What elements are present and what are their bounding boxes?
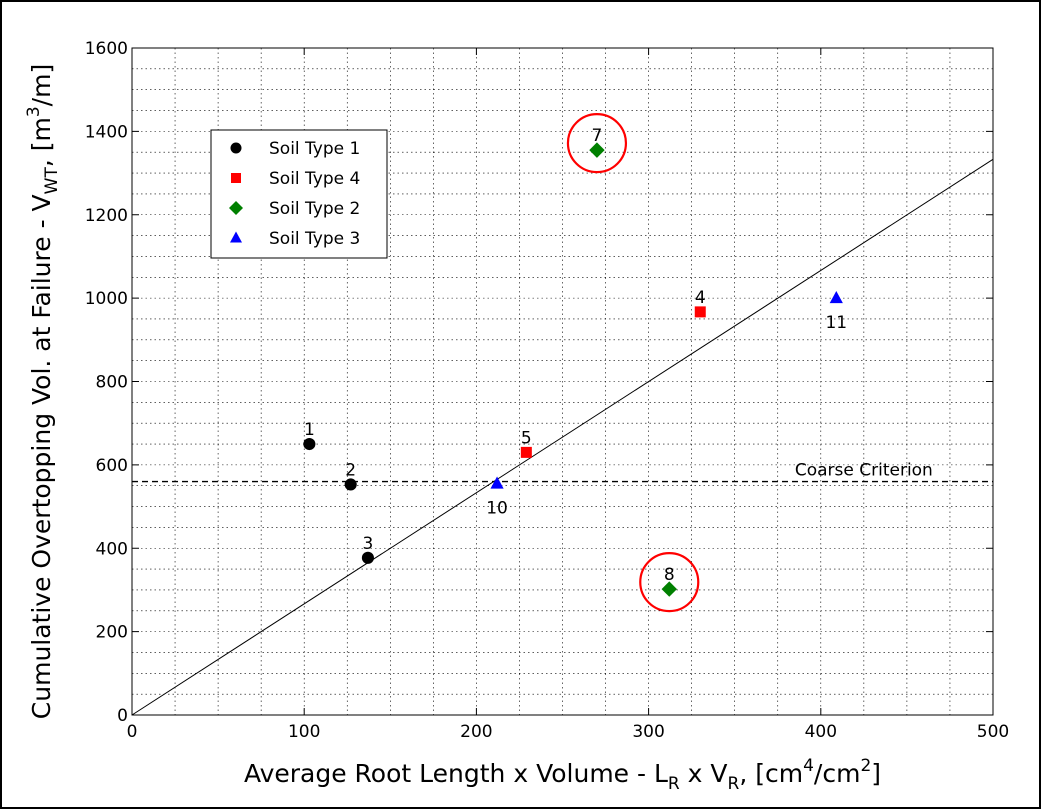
data-point [303,437,316,451]
legend-label: Soil Type 1 [269,139,360,159]
x-tick-label: 400 [805,722,837,742]
y-tick-label: 200 [96,623,128,643]
criterion-label: Coarse Criterion [795,461,933,481]
plot-border [131,47,994,716]
y-tick-label: 1000 [85,289,128,309]
legend-marker [230,142,242,154]
legend-marker [229,201,243,215]
y-tick-label: 800 [96,373,128,393]
grid [132,48,993,715]
axis-ticks: 0 100 200 300 400 500 0 200 400 600 800 1000 1200 140… [85,39,1009,742]
data-point [490,476,504,489]
point-label: 2 [345,460,356,480]
point-label: 8 [664,565,675,585]
data-point [694,306,706,318]
legend-label: Soil Type 4 [269,169,360,189]
y-tick-label: 1600 [85,39,128,59]
legend-label: Soil Type 3 [269,229,360,249]
data-point [661,581,677,597]
data-points [303,113,843,613]
y-tick-label: 400 [96,539,128,559]
point-label: 10 [486,499,508,519]
y-tick-label: 1200 [85,206,128,226]
data-point [829,290,843,304]
data-point [589,142,605,158]
legend-marker [230,231,242,243]
trend-line [131,158,994,716]
y-tick-label: 0 [117,706,128,726]
legend-label: Soil Type 2 [269,199,360,219]
y-tick-label: 1400 [85,122,128,142]
x-tick-label: 300 [632,722,664,742]
y-axis-label: Cumulative Overtopping Vol. at Failure -… [24,64,62,719]
legend-marker [231,173,241,183]
data-point [361,551,374,564]
point-label: 1 [304,420,315,440]
data-point [344,478,357,491]
x-tick-label: 500 [977,722,1009,742]
highlight-circle [639,552,700,613]
x-axis-label: Average Root Length x Volume - LR x VR, … [244,756,881,794]
point-label: 3 [362,534,373,554]
point-label: 7 [592,126,603,146]
data-point [520,446,532,458]
point-label: 5 [521,428,532,448]
reference-lines [131,158,994,716]
point-label: 11 [825,313,847,333]
x-tick-label: 0 [127,722,138,742]
highlight-circle [566,113,628,174]
legend: Soil Type 1 Soil Type 4 Soil Type 2 Soil Ty… [210,129,388,259]
point-labels: 1 2 3 4 5 7 8 10 11 [304,126,847,585]
x-tick-label: 200 [460,722,492,742]
y-tick-label: 600 [96,456,128,476]
x-tick-label: 100 [288,722,320,742]
point-label: 4 [695,288,706,308]
